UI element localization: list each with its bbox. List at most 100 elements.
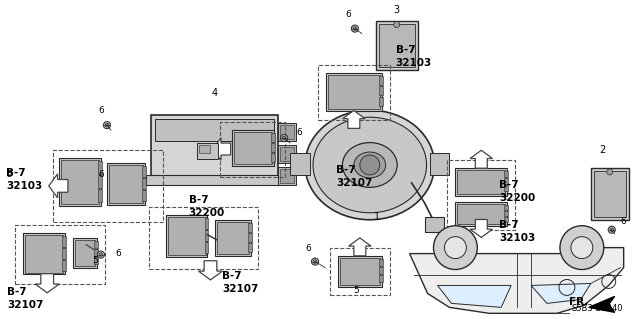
- Text: B-7: B-7: [223, 271, 242, 281]
- Polygon shape: [212, 138, 230, 160]
- Circle shape: [312, 258, 319, 265]
- Bar: [379, 97, 383, 106]
- Polygon shape: [49, 174, 68, 198]
- Circle shape: [351, 25, 358, 32]
- Bar: [376, 21, 417, 70]
- Bar: [278, 123, 296, 141]
- Circle shape: [103, 122, 111, 129]
- Bar: [248, 243, 252, 252]
- Bar: [328, 75, 380, 109]
- Circle shape: [560, 226, 604, 270]
- Text: 6: 6: [305, 244, 311, 253]
- Text: 32107: 32107: [223, 285, 259, 294]
- Bar: [504, 205, 508, 210]
- Bar: [278, 167, 296, 185]
- Circle shape: [607, 169, 612, 175]
- Polygon shape: [531, 284, 591, 303]
- Bar: [218, 222, 250, 254]
- Bar: [326, 73, 381, 111]
- Circle shape: [394, 22, 399, 27]
- Bar: [504, 178, 508, 184]
- Text: 32103: 32103: [6, 181, 43, 191]
- Polygon shape: [470, 150, 493, 168]
- Circle shape: [99, 253, 103, 256]
- Bar: [26, 235, 63, 272]
- Bar: [109, 165, 143, 203]
- Bar: [94, 256, 98, 263]
- Ellipse shape: [342, 143, 397, 187]
- Circle shape: [353, 27, 356, 30]
- Bar: [196, 143, 218, 159]
- Bar: [142, 178, 146, 189]
- Text: 32200: 32200: [499, 193, 536, 203]
- Bar: [205, 218, 209, 229]
- Bar: [318, 65, 390, 120]
- Polygon shape: [438, 286, 511, 307]
- Bar: [205, 230, 209, 241]
- Bar: [59, 158, 101, 206]
- Bar: [591, 168, 628, 220]
- Text: 6: 6: [115, 249, 121, 258]
- Bar: [504, 171, 508, 177]
- Polygon shape: [342, 110, 365, 128]
- Bar: [155, 119, 274, 141]
- Text: B-7: B-7: [396, 45, 415, 56]
- Text: FR.: FR.: [570, 297, 589, 308]
- Bar: [278, 145, 296, 163]
- Bar: [338, 256, 381, 287]
- Bar: [151, 115, 278, 183]
- Polygon shape: [470, 219, 493, 237]
- Text: 6: 6: [621, 217, 627, 226]
- Bar: [205, 241, 209, 253]
- Circle shape: [433, 226, 477, 270]
- Bar: [424, 217, 444, 232]
- Ellipse shape: [354, 152, 386, 178]
- Bar: [61, 160, 99, 204]
- Bar: [248, 233, 252, 241]
- Bar: [429, 153, 449, 175]
- Text: 32107: 32107: [336, 178, 372, 188]
- Bar: [98, 161, 102, 174]
- Bar: [62, 248, 66, 259]
- Bar: [379, 267, 383, 273]
- Bar: [379, 76, 383, 85]
- Bar: [142, 166, 146, 177]
- Polygon shape: [589, 296, 614, 312]
- Bar: [280, 125, 294, 139]
- Bar: [447, 160, 515, 230]
- Bar: [271, 133, 275, 142]
- Circle shape: [105, 123, 109, 127]
- Text: 2: 2: [599, 145, 605, 155]
- Bar: [23, 233, 65, 274]
- Text: B-7: B-7: [8, 287, 27, 297]
- Bar: [504, 185, 508, 191]
- Text: 6: 6: [98, 170, 104, 179]
- Bar: [198, 145, 211, 153]
- Text: 32107: 32107: [8, 300, 44, 310]
- Text: 4: 4: [211, 88, 218, 98]
- Bar: [232, 130, 274, 166]
- Bar: [53, 150, 163, 222]
- Polygon shape: [198, 261, 223, 280]
- Bar: [504, 217, 508, 222]
- Bar: [168, 217, 205, 255]
- Bar: [330, 248, 390, 295]
- Text: 6: 6: [296, 128, 302, 137]
- Bar: [75, 240, 95, 265]
- Circle shape: [571, 237, 593, 259]
- Bar: [94, 249, 98, 256]
- Bar: [98, 175, 102, 188]
- Text: B-7: B-7: [499, 180, 519, 190]
- Bar: [15, 225, 105, 285]
- Bar: [166, 215, 207, 256]
- Bar: [62, 236, 66, 247]
- Text: 6: 6: [98, 106, 104, 115]
- Circle shape: [280, 135, 288, 142]
- Circle shape: [97, 251, 104, 258]
- Bar: [98, 189, 102, 202]
- Bar: [379, 86, 383, 95]
- Bar: [62, 260, 66, 271]
- Bar: [142, 190, 146, 201]
- Bar: [594, 171, 626, 217]
- Bar: [280, 147, 294, 161]
